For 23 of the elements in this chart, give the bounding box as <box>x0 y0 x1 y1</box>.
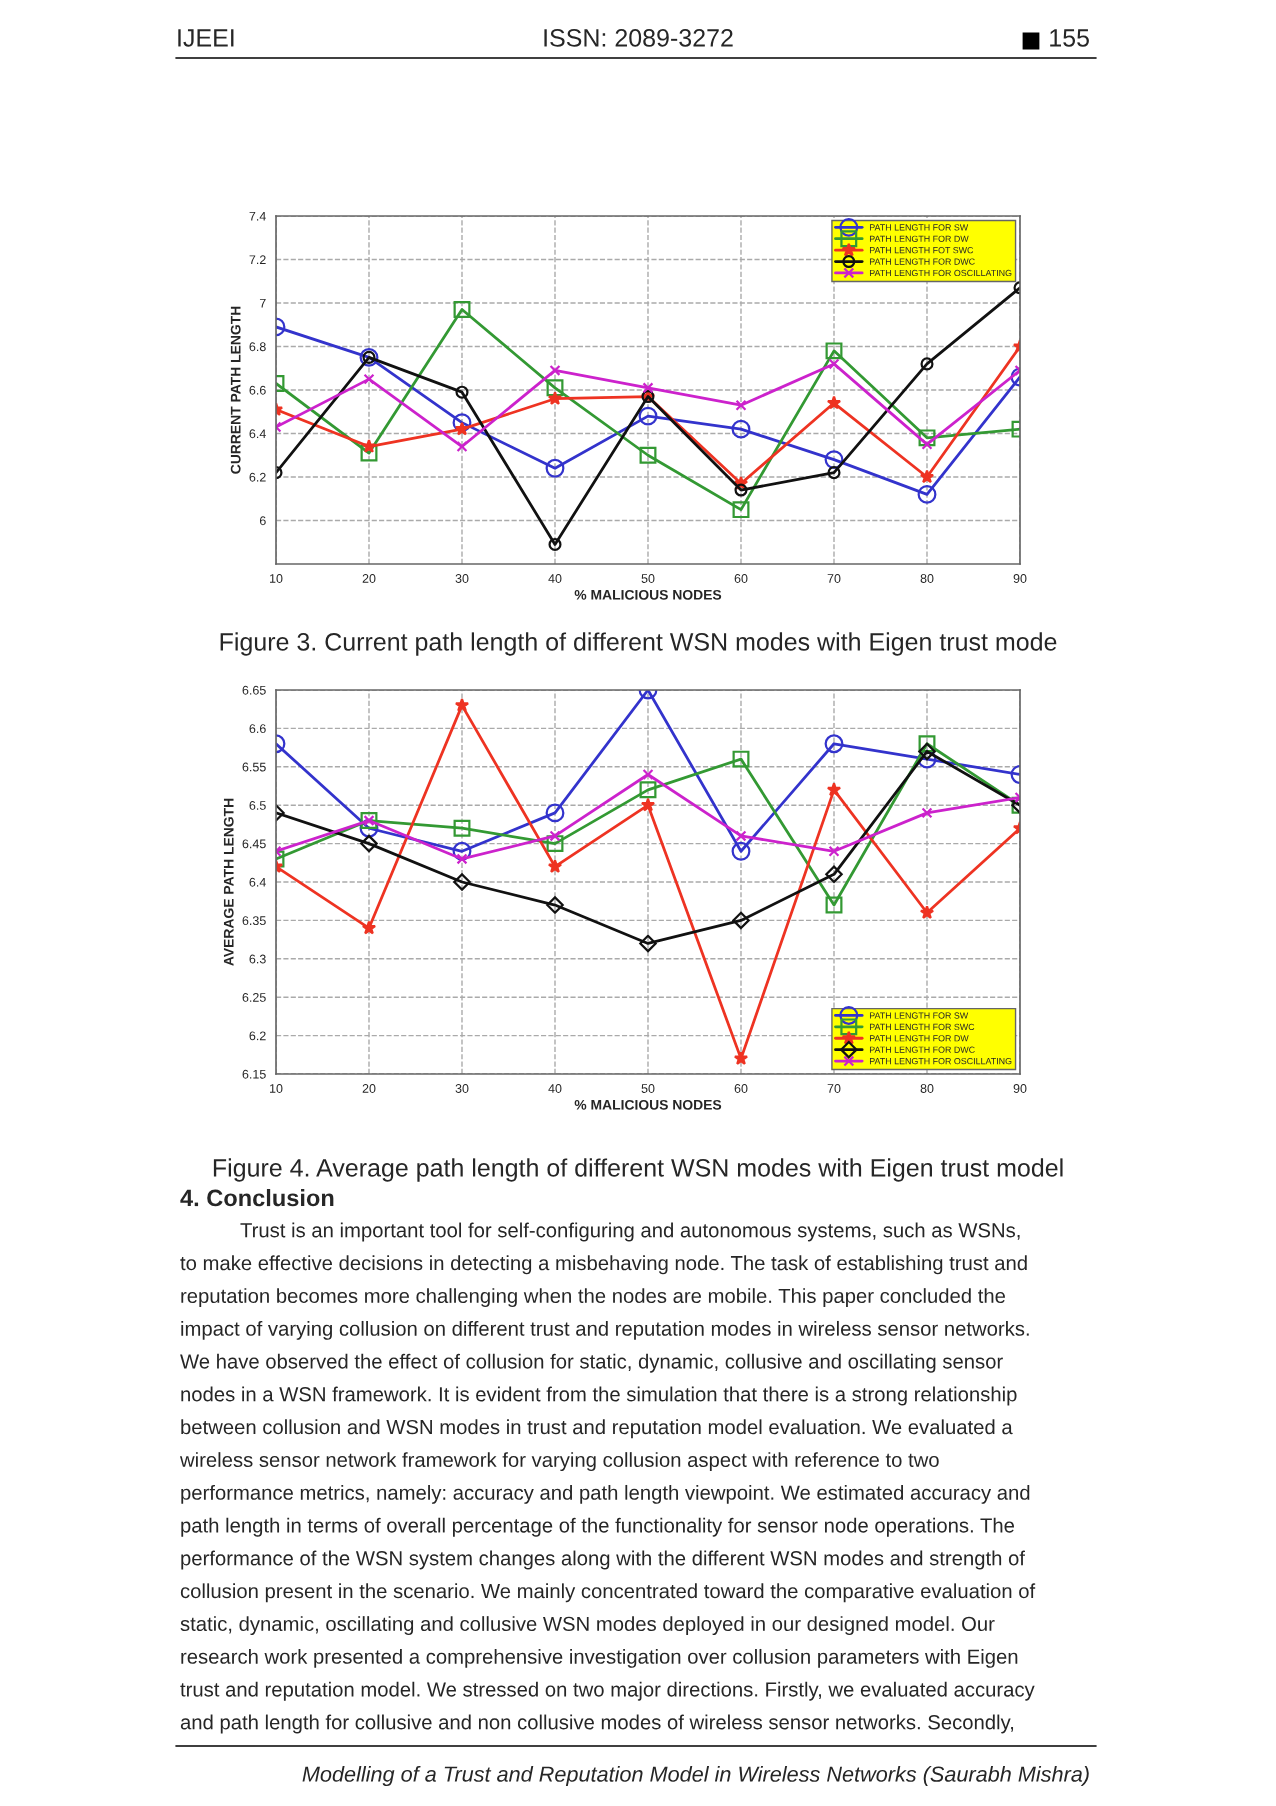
text: Modelling of a Trust and Reputation Model in Wireless Networks (Saurabh Mishra) <box>302 1765 1089 1787</box>
text: performance of the WSN system changes along with the different WSN modes and strength of <box>181 1550 1025 1570</box>
caption: Figure 3. Current path length of different WSN modes with Eigen trust mode <box>220 632 1057 656</box>
text: research work presented a comprehensive investigation over collusion parameters with Eigen <box>181 1648 1018 1668</box>
text: wireless sensor network framework for varying collusion aspect with reference to two <box>179 1452 939 1472</box>
text: performance metrics, namely: accuracy and path length viewpoint. We estimated accuracy and <box>181 1484 1030 1504</box>
text: and path length for collusive and non collusive modes of wireless sensor networks. Secondly, <box>180 1714 1014 1734</box>
text: IJEEI <box>178 29 234 47</box>
text: path length in terms of overall percentage of the functionality for sensor node operations. The <box>181 1517 1015 1537</box>
text: reputation becomes more challenging when the nodes are mobile. This paper concluded the <box>181 1288 1006 1308</box>
text: trust and reputation model. We stressed on two major directions. Firstly, we evaluated accuracy <box>180 1681 1035 1701</box>
text: 4. Conclusion <box>180 1189 334 1207</box>
text: collusion present in the scenario. We mainly concentrated toward the comparative evaluation of <box>180 1583 1036 1603</box>
text: 155 <box>1050 29 1089 47</box>
text: ISSN: 2089-3272 <box>544 29 733 47</box>
text: between collusion and WSN modes in trust and reputation model evaluation. We evaluated a <box>181 1419 1013 1439</box>
text: static, dynamic, oscillating and collusive WSN modes deployed in our designed model. Our <box>180 1616 995 1636</box>
text: Trust is an important tool for self-configuring and autonomous systems, such as WSNs, <box>240 1222 1020 1242</box>
text: We have observed the effect of collusion for static, dynamic, collusive and oscillating sensor <box>180 1353 1003 1373</box>
text: impact of varying collusion on different trust and reputation modes in wireless sensor networks. <box>181 1320 1029 1340</box>
text: to make effective decisions in detecting a misbehaving node. The task of establishing trust and <box>180 1255 1027 1275</box>
caption: Figure 4. Average path length of different WSN modes with Eigen trust model <box>213 1158 1063 1182</box>
text: nodes in a WSN framework. It is evident from the simulation that there is a strong relationship <box>181 1386 1017 1406</box>
